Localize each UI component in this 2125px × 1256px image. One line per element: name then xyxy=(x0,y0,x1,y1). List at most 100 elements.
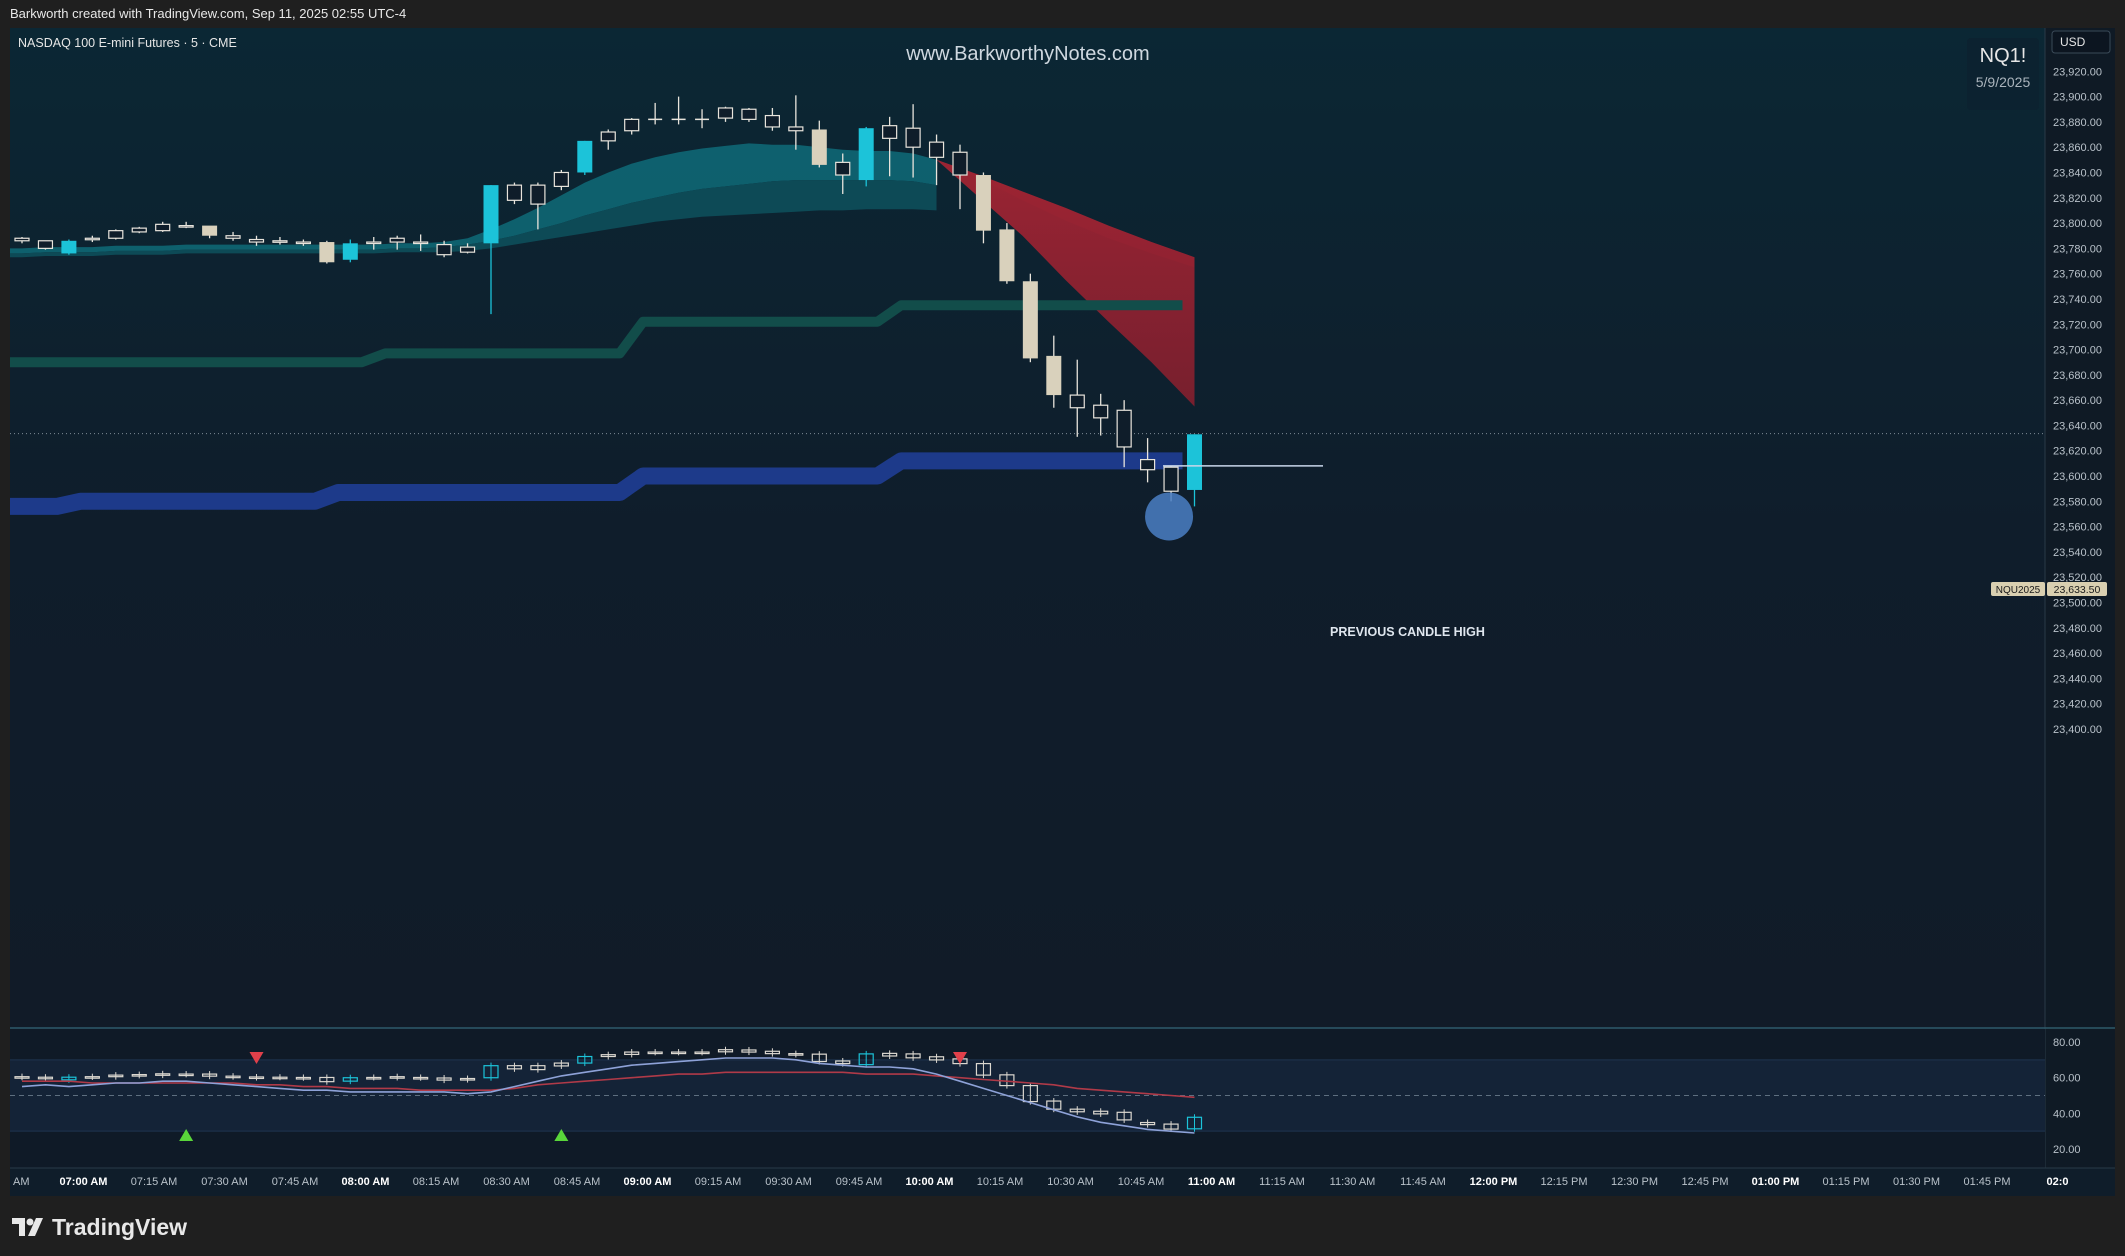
highlight-circle xyxy=(1145,492,1194,541)
candle xyxy=(342,239,358,263)
candle-body xyxy=(84,237,100,241)
candle xyxy=(577,140,593,176)
osc-candle xyxy=(882,1050,898,1059)
time-tick-label: 11:15 AM xyxy=(1259,1176,1305,1188)
time-tick-label: 01:30 PM xyxy=(1893,1176,1940,1188)
osc-candle xyxy=(694,1049,710,1056)
candle xyxy=(648,102,663,125)
osc-candle-body xyxy=(389,1076,405,1079)
candle xyxy=(553,169,569,191)
price-tick-label: 23,520.00 xyxy=(2053,572,2102,584)
osc-candle xyxy=(178,1071,194,1078)
osc-candle-body xyxy=(928,1056,945,1061)
candle-body xyxy=(1093,404,1109,419)
contract-tag-label: NQU2025 xyxy=(1996,585,2041,596)
created-by-text: Barkworth created with TradingView.com, … xyxy=(10,6,407,21)
tradingview-logo[interactable]: TradingView xyxy=(12,1214,187,1240)
candle-body xyxy=(882,125,898,139)
osc-candle-body xyxy=(553,1062,569,1067)
price-tick-label: 23,760.00 xyxy=(2053,269,2102,281)
osc-candle-body xyxy=(178,1073,194,1077)
price-tick-label: 23,680.00 xyxy=(2053,370,2102,382)
candle-body xyxy=(975,175,991,231)
time-tick-label: 01:45 PM xyxy=(1963,1176,2010,1188)
osc-tick-label: 80.00 xyxy=(2053,1037,2081,1049)
green-line-layer xyxy=(10,300,1183,368)
teal-cloud-layer xyxy=(10,143,937,258)
candle xyxy=(202,225,218,239)
time-tick-label: 12:30 PM xyxy=(1611,1176,1658,1188)
candle xyxy=(506,182,523,205)
candle xyxy=(835,153,851,194)
time-tick-label: 11:30 AM xyxy=(1330,1176,1376,1188)
contract-tag xyxy=(1991,582,2045,596)
osc-candle-body xyxy=(295,1076,311,1080)
price-tick-label: 23,740.00 xyxy=(2053,294,2102,306)
blue-band-layer xyxy=(10,452,1183,515)
candles-layer[interactable] xyxy=(14,95,1202,507)
candle xyxy=(624,118,640,135)
candle xyxy=(1093,393,1109,436)
osc-candle-body xyxy=(436,1077,452,1081)
osc-candle-body xyxy=(858,1053,874,1066)
chart-svg[interactable]: 23,940.0023,920.0023,900.0023,880.0023,8… xyxy=(10,28,2115,1196)
candle-body xyxy=(600,131,616,142)
price-tick-label: 23,800.00 xyxy=(2053,218,2102,230)
osc-candle-body xyxy=(14,1076,30,1079)
osc-candle xyxy=(670,1049,687,1056)
osc-candle-body xyxy=(1186,1116,1203,1130)
candle-body xyxy=(459,246,476,253)
top-header: Barkworth created with TradingView.com, … xyxy=(0,0,2125,28)
candle-body xyxy=(1163,466,1179,492)
osc-candle xyxy=(905,1050,921,1061)
candle xyxy=(1116,400,1132,468)
currency-box[interactable] xyxy=(2051,30,2111,54)
candle xyxy=(928,134,945,186)
chart-frame[interactable]: 23,940.0023,920.0023,900.0023,880.0023,8… xyxy=(10,28,2115,1196)
osc-candle-body xyxy=(975,1062,992,1076)
osc-candle-body xyxy=(1022,1084,1038,1103)
osc-candle xyxy=(483,1062,499,1081)
candle-body xyxy=(319,242,335,263)
price-tick-label: 23,500.00 xyxy=(2053,598,2102,610)
osc-candle-body xyxy=(506,1065,523,1070)
price-tick-label: 23,920.00 xyxy=(2053,66,2102,78)
candle-body xyxy=(225,235,241,239)
price-tick-label: 23,460.00 xyxy=(2053,648,2102,660)
candle xyxy=(1139,438,1156,483)
osc-candle xyxy=(295,1074,311,1081)
osc-blue-line xyxy=(21,1057,1195,1134)
candle-body xyxy=(1022,281,1038,359)
candle xyxy=(741,107,757,122)
time-tick-label: 11:00 AM xyxy=(1188,1176,1235,1188)
osc-candle xyxy=(14,1073,30,1081)
osc-candle-body xyxy=(764,1050,781,1055)
osc-candle xyxy=(319,1074,335,1085)
osc-candle xyxy=(366,1074,382,1081)
osc-candle-body xyxy=(61,1076,77,1081)
symbol-label: NQ1! xyxy=(1980,45,2027,67)
osc-candle xyxy=(436,1074,452,1084)
candle xyxy=(108,229,124,240)
candle xyxy=(1022,273,1038,363)
time-tick-label: 09:00 AM xyxy=(624,1176,672,1188)
osc-candle xyxy=(413,1074,429,1081)
osc-candle xyxy=(155,1070,171,1079)
price-tick-label: 23,600.00 xyxy=(2053,471,2102,483)
osc-candle-body xyxy=(483,1065,499,1079)
osc-candle xyxy=(131,1071,147,1079)
osc-candle-body xyxy=(319,1076,335,1083)
time-tick-label: 12:45 PM xyxy=(1681,1176,1728,1188)
currency-label[interactable]: USD xyxy=(2060,35,2086,49)
footer-bar: TradingView xyxy=(0,1196,2125,1256)
osc-tick-label: 40.00 xyxy=(2053,1108,2081,1120)
red-cloud-inner xyxy=(936,159,1195,407)
osc-candle xyxy=(84,1073,100,1080)
candle-body xyxy=(272,240,288,243)
candle xyxy=(952,144,968,210)
price-tick-label: 23,720.00 xyxy=(2053,319,2102,331)
price-tick-label: 23,440.00 xyxy=(2053,673,2102,685)
candle xyxy=(600,129,616,150)
time-tick-label: 07:45 AM xyxy=(272,1176,318,1188)
time-tick-label: 08:15 AM xyxy=(413,1176,459,1188)
